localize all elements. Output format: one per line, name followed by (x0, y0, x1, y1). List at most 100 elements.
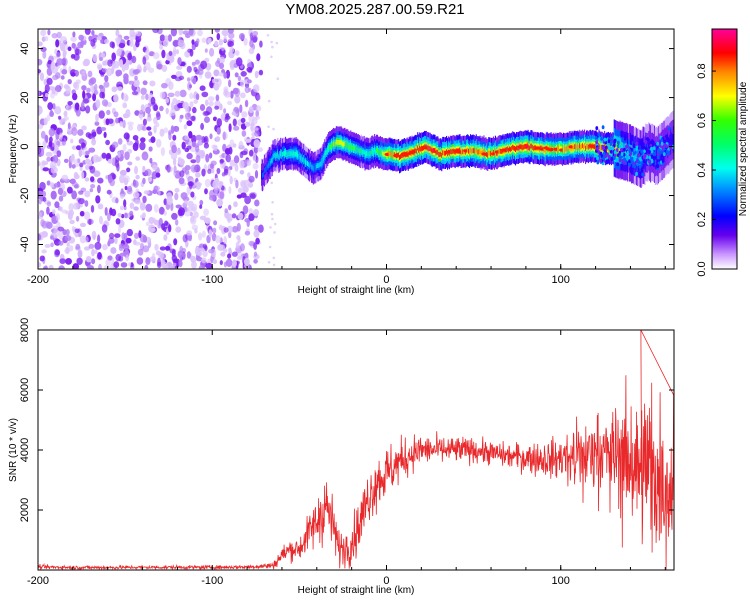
spectral-amplitude-cell (298, 154, 300, 159)
spectral-amplitude-cell (609, 149, 613, 154)
noise-speckle (228, 231, 232, 239)
noise-speckle (240, 71, 247, 77)
spectral-amplitude-cell (323, 155, 325, 161)
noise-speckle (54, 249, 60, 256)
spectral-amplitude-cell (354, 146, 356, 151)
spectral-amplitude-cell (637, 153, 641, 158)
noise-speckle (255, 237, 260, 245)
spectral-amplitude-cell (608, 146, 612, 151)
spectral-amplitude-cell (342, 142, 344, 148)
spectral-amplitude-cell (380, 150, 382, 156)
noise-speckle (168, 50, 173, 57)
spectral-amplitude-cell (377, 148, 379, 154)
spectral-amplitude-cell (533, 145, 535, 151)
noise-speckle (82, 90, 86, 100)
x-tick-label: -100 (201, 575, 223, 587)
noise-speckle (126, 228, 133, 237)
spectral-amplitude-cell (338, 140, 340, 145)
noise-speckle (219, 56, 225, 64)
spectral-amplitude-cell (343, 141, 345, 147)
noise-speckle (74, 102, 80, 111)
spectral-amplitude-cell (262, 172, 264, 178)
noise-speckle (170, 125, 175, 134)
noise-speckle (82, 98, 90, 104)
noise-speckle (170, 107, 176, 117)
noise-speckle (97, 177, 104, 184)
noise-speckle (159, 34, 165, 42)
spectral-amplitude-cell (301, 156, 303, 162)
noise-speckle (183, 124, 188, 130)
x-tick-label: -200 (27, 274, 49, 286)
noise-speckle (146, 126, 152, 131)
noise-speckle (177, 250, 184, 259)
spectral-amplitude-cell (353, 145, 355, 151)
noise-speckle (200, 60, 208, 70)
colorbar: 0.0 0.2 0.4 0.6 0.8 Normalized spectral ampl… (696, 28, 749, 277)
spectral-amplitude-cell (431, 148, 433, 154)
spectral-amplitude-cell (660, 149, 662, 155)
spectral-amplitude-cell (284, 151, 286, 157)
noise-speckle (178, 75, 185, 81)
noise-speckle (194, 59, 200, 65)
spectral-amplitude-cell (529, 145, 531, 151)
spectral-amplitude-cell (511, 146, 513, 151)
noise-speckle (253, 242, 257, 250)
noise-speckle (77, 158, 81, 164)
spectral-amplitude-cell (666, 149, 669, 154)
noise-speckle (56, 150, 62, 158)
spectral-amplitude-cell (623, 134, 627, 139)
spectral-amplitude-cell (381, 150, 383, 156)
spectral-amplitude-cell (638, 155, 640, 161)
spectral-amplitude-cell (656, 141, 659, 146)
noise-speckle (247, 182, 254, 188)
noise-speckle (188, 131, 193, 139)
noise-speckle (203, 208, 210, 216)
colorbar-tick-label: 0.4 (696, 162, 708, 177)
noise-speckle (229, 46, 234, 54)
noise-speckle (231, 213, 237, 219)
noise-speckle (139, 141, 146, 151)
spectral-amplitude-cell (669, 140, 671, 146)
y-tick-label: 20 (19, 91, 31, 103)
noise-speckle (148, 216, 155, 225)
noise-speckle (90, 84, 94, 93)
noise-speckle (142, 235, 148, 243)
spectral-amplitude-cell (602, 151, 606, 156)
noise-speckle (189, 101, 194, 108)
noise-speckle (122, 119, 126, 129)
noise-speckle (75, 108, 81, 117)
noise-speckle (113, 111, 119, 118)
noise-speckle (40, 29, 47, 37)
spectral-amplitude-cell (365, 150, 367, 156)
noise-speckle (201, 230, 206, 238)
noise-speckle (177, 39, 185, 47)
noise-speckle (231, 111, 236, 116)
noise-speckle (237, 187, 243, 194)
chart-title: YM08.2025.287.00.59.R21 (285, 1, 465, 18)
noise-speckle (107, 212, 111, 222)
noise-speckle (175, 219, 179, 226)
spectral-amplitude-cell (650, 146, 653, 151)
noise-speckle (186, 251, 191, 259)
noise-speckle (133, 206, 139, 211)
noise-speckle (69, 209, 74, 217)
spectral-amplitude-cell (594, 135, 598, 140)
noise-speckle (74, 232, 79, 238)
spectral-amplitude-cell (474, 149, 476, 155)
noise-speckle (93, 89, 99, 95)
spectral-amplitude-cell (315, 164, 317, 170)
noise-speckle (216, 167, 221, 175)
noise-speckle (79, 162, 84, 168)
noise-speckle (269, 226, 272, 229)
spectral-amplitude-cell (500, 149, 502, 154)
noise-speckle (252, 162, 259, 170)
noise-speckle (66, 242, 70, 247)
spectral-amplitude-cell (635, 153, 637, 159)
spectral-amplitude-cell (437, 149, 439, 155)
noise-speckle (130, 32, 137, 37)
spectral-amplitude-cell (522, 145, 524, 151)
noise-speckle (199, 104, 206, 111)
noise-speckle (45, 92, 49, 98)
spectral-amplitude-cell (623, 147, 626, 152)
